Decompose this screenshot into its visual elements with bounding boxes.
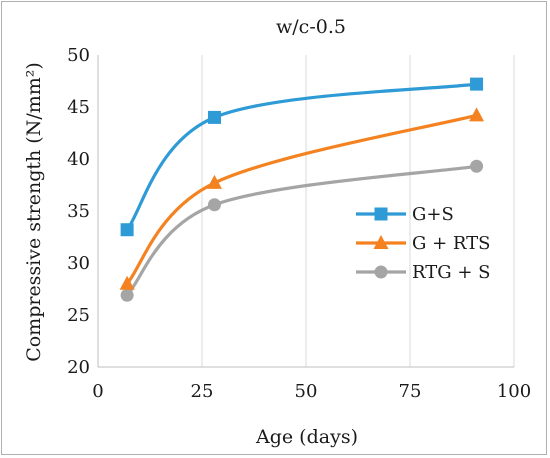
y-axis-label: Compressive strength (N/mm²) [23,62,45,362]
data-point-triangle [469,107,485,122]
chart-title: w/c-0.5 [276,16,346,38]
y-tick-label: 35 [67,201,90,222]
x-tick-label: 100 [497,381,531,402]
x-tick-label: 50 [295,381,318,402]
data-point-triangle [119,275,135,290]
data-point-circle [207,198,221,212]
legend-marker-triangle [373,235,389,249]
series-line-g-rts [125,113,479,286]
x-tick-label: 75 [399,381,422,402]
axes [97,55,514,368]
legend-label: RTG + S [412,262,490,283]
x-tick-label: 0 [92,381,103,402]
legend-marker-square [374,207,388,221]
legend-label: G + RTS [412,233,490,254]
x-tick-label: 25 [191,381,214,402]
series-line-g-s [125,82,479,232]
y-tick-label: 40 [67,149,90,170]
y-tick-label: 30 [67,253,90,274]
data-point-circle [470,159,484,173]
legend-label: G+S [412,204,454,225]
y-tick-label: 45 [67,97,90,118]
data-point-circle [120,288,134,302]
x-axis-label: Age (days) [255,426,358,448]
grid-lines [201,55,515,367]
data-point-square [470,77,484,91]
y-tick-labels: 20 25 30 35 40 45 50 [67,45,90,378]
y-tick-label: 25 [67,305,90,326]
data-point-square [120,223,134,237]
x-tick-labels: 0 25 50 75 100 [92,381,531,402]
series-group [119,77,485,302]
y-tick-label: 50 [67,45,90,66]
series-line-rtg-s [125,164,479,297]
data-point-triangle [206,174,222,189]
y-tick-label: 20 [67,357,90,378]
data-point-square [207,110,221,124]
legend-marker-circle [374,265,388,279]
legend: G+S G + RTS RTG + S [356,204,490,283]
